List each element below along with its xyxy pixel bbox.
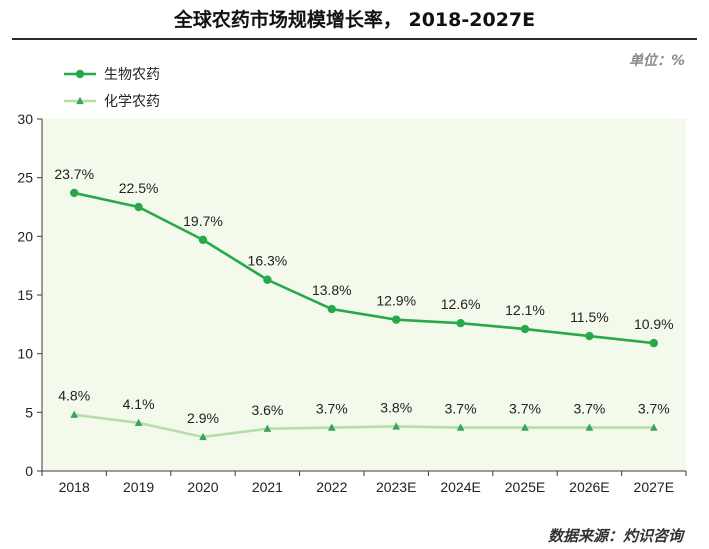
x-tick-label: 2025E xyxy=(505,479,545,495)
unit-label: 单位：% xyxy=(628,53,685,69)
bio-data-point xyxy=(263,275,272,284)
chem-data-label: 2.9% xyxy=(187,410,219,426)
chem-data-label: 3.7% xyxy=(638,401,670,417)
x-tick-label: 2021 xyxy=(252,479,283,495)
x-tick-label: 2019 xyxy=(123,479,154,495)
bio-data-point xyxy=(520,324,530,334)
y-tick-label: 20 xyxy=(17,228,33,244)
y-tick-label: 5 xyxy=(25,404,33,420)
bio-data-label: 12.9% xyxy=(376,293,416,309)
legend-marker-chem xyxy=(76,96,84,105)
bio-data-point xyxy=(70,188,79,198)
chem-data-point xyxy=(649,423,658,431)
bio-data-point xyxy=(134,202,143,212)
bio-data-label: 16.3% xyxy=(248,253,288,269)
chem-data-label: 4.1% xyxy=(123,396,155,412)
chem-data-label: 3.7% xyxy=(573,401,605,417)
bio-data-label: 12.6% xyxy=(441,296,481,312)
y-tick-label: 15 xyxy=(17,287,33,303)
x-tick-label: 2023E xyxy=(376,479,416,495)
chem-data-point xyxy=(134,418,143,427)
chem-data-point xyxy=(327,423,336,431)
legend-marker-bio xyxy=(75,69,85,79)
chem-data-point xyxy=(521,423,529,431)
bio-data-point xyxy=(649,338,658,348)
legend-label-chem: 化学农药 xyxy=(104,93,160,109)
bio-data-label: 23.7% xyxy=(54,166,94,182)
plot-area xyxy=(42,119,686,471)
legend-label-bio: 生物农药 xyxy=(104,66,160,82)
bio-data-label: 11.5% xyxy=(570,309,609,325)
chem-data-label: 3.7% xyxy=(316,401,348,417)
x-tick-label: 2027E xyxy=(634,479,674,495)
y-tick-label: 25 xyxy=(17,170,33,186)
bio-series-line xyxy=(73,191,654,345)
source-note: 数据来源：灼识咨询 xyxy=(547,527,683,545)
chem-data-label: 3.8% xyxy=(380,399,412,415)
x-tick-label: 2024E xyxy=(440,479,480,495)
chem-data-point xyxy=(392,422,401,430)
bio-data-point xyxy=(392,315,401,324)
x-tick-label: 2018 xyxy=(59,479,90,495)
bio-data-label: 12.1% xyxy=(505,302,545,318)
bio-data-label: 22.5% xyxy=(119,180,159,196)
y-tick-label: 30 xyxy=(17,111,33,127)
chem-data-label: 4.8% xyxy=(58,388,90,404)
x-tick-label: 2022 xyxy=(316,479,347,495)
x-tick-label: 2026E xyxy=(569,479,609,495)
chem-data-point xyxy=(456,423,465,431)
bio-data-point xyxy=(327,304,336,314)
chem-data-point xyxy=(263,424,272,432)
chart-title: 全球农药市场规模增长率， 2018-2027E xyxy=(173,9,536,31)
bio-data-point xyxy=(456,318,465,328)
x-tick-label: 2020 xyxy=(187,479,218,495)
bio-data-point xyxy=(198,235,208,245)
bio-data-label: 13.8% xyxy=(312,282,352,298)
chem-data-point xyxy=(70,410,79,418)
chem-data-point xyxy=(585,423,594,431)
chem-data-label: 3.7% xyxy=(445,401,477,417)
chem-data-label: 3.6% xyxy=(251,402,283,418)
y-tick-label: 10 xyxy=(17,346,33,362)
chem-series-line xyxy=(74,413,654,439)
bio-data-label: 19.7% xyxy=(183,213,223,229)
y-tick-label: 0 xyxy=(25,463,33,479)
title-divider xyxy=(12,38,697,40)
bio-data-label: 10.9% xyxy=(634,316,674,332)
chem-data-point xyxy=(199,432,207,441)
bio-data-point xyxy=(585,331,594,341)
chem-data-label: 3.7% xyxy=(509,401,541,417)
